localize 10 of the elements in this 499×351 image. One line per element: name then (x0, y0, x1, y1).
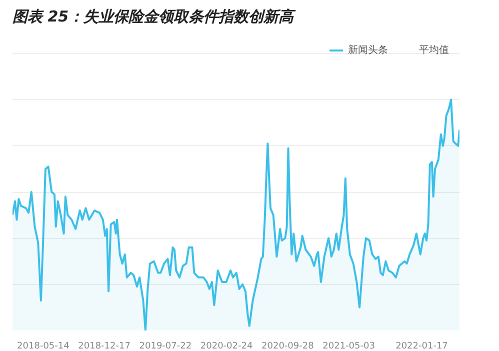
chart-title: 图表 25：失业保险金领取条件指数创新高 (12, 8, 297, 26)
x-tick-label: 2018-05-14 (17, 342, 70, 351)
legend-label: 新闻头条 (348, 44, 388, 57)
x-tick-label: 2022-01-17 (396, 342, 448, 351)
text: 平均值 (419, 44, 449, 57)
x-tick-label: 2020-02-24 (200, 342, 253, 351)
x-tick-label: 2018-12-17 (78, 342, 130, 351)
x-tick-label: 2020-09-28 (262, 342, 314, 351)
x-tick-label: 2021-05-03 (322, 342, 375, 351)
x-tick-label: 2019-07-22 (139, 342, 192, 351)
